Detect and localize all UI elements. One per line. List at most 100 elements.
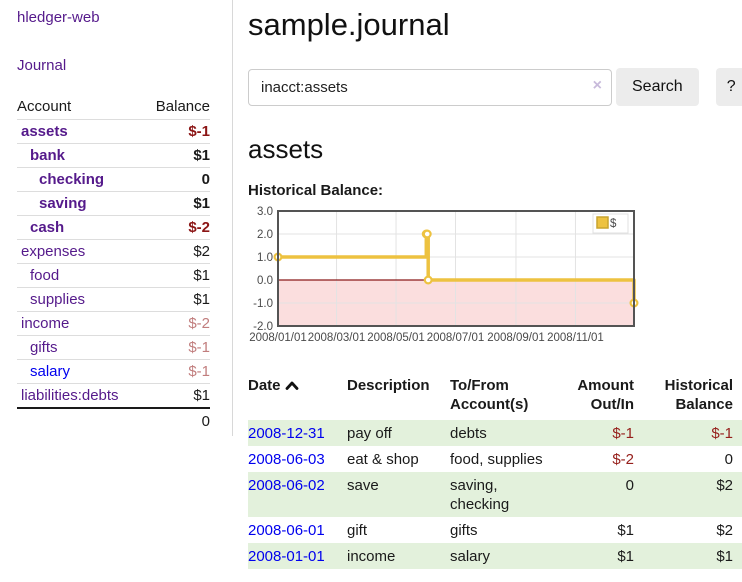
register-header-date[interactable]: Date [248,374,347,420]
search-button[interactable]: Search [616,68,699,106]
account-row: assets $-1 [17,119,210,144]
register-row: 2008-06-01 gift gifts $1 $2 [248,517,742,543]
svg-text:-1.0: -1.0 [253,298,273,310]
register-header-row: Date Description To/From Account(s) Amou… [248,374,742,420]
transaction-balance: $-1 [711,424,733,442]
account-row: checking 0 [17,167,210,192]
account-row: gifts $-1 [17,335,210,360]
svg-text:1.0: 1.0 [257,252,273,264]
register-header-description: Description [347,377,430,394]
register-header-accounts: To/From Account(s) [450,377,529,413]
clear-search-icon[interactable]: × [592,76,602,94]
account-link-liabilities-debts[interactable]: liabilities:debts [21,387,119,404]
app-title-link[interactable]: hledger-web [17,9,100,26]
search-input[interactable] [248,68,612,106]
register-header-balance: Historical Balance [664,377,733,413]
transaction-accounts: food, supplies [450,450,543,468]
account-balance: $-1 [142,359,210,384]
account-link-saving[interactable]: saving [39,195,87,212]
page-title: sample.journal [248,7,450,42]
transaction-amount: $-1 [612,424,634,442]
register-row: 2008-01-01 income salary $1 $1 [248,543,742,569]
sidebar-item-journal[interactable]: Journal [17,57,67,74]
hledger-web-app: hledger-web Journal Account Balance asse… [0,0,742,569]
transaction-accounts: debts [450,424,487,442]
help-button[interactable]: ? [715,68,742,106]
account-link-food[interactable]: food [30,267,60,284]
svg-text:0.0: 0.0 [257,275,273,287]
transaction-date-link[interactable]: 2008-06-01 [248,521,325,539]
svg-text:2008/05/01: 2008/05/01 [367,332,425,344]
account-balance: $-1 [142,119,210,144]
account-link-assets[interactable]: assets [21,123,68,140]
transaction-balance: $2 [716,476,733,494]
transaction-date-link[interactable]: 2008-12-31 [248,424,325,442]
account-link-bank[interactable]: bank [30,147,66,164]
account-link-gifts[interactable]: gifts [30,339,58,356]
transaction-balance: $1 [716,547,733,565]
search-bar: × Search ? [248,68,742,106]
account-link-cash[interactable]: cash [30,219,65,236]
transaction-description: eat & shop [347,450,419,468]
register-row: 2008-06-03 eat & shop food, supplies $-2… [248,446,742,472]
svg-text:$: $ [610,218,617,230]
svg-text:2008/07/01: 2008/07/01 [427,332,485,344]
account-balance: $1 [142,143,210,168]
account-balance: $1 [142,287,210,312]
sort-ascending-icon [285,376,299,395]
account-balance: $2 [142,239,210,264]
sidebar: hledger-web Journal Account Balance asse… [0,0,233,436]
transaction-accounts: salary [450,547,491,565]
transaction-description: save [347,476,379,494]
svg-text:2008/01/01: 2008/01/01 [249,332,307,344]
account-link-checking[interactable]: checking [39,171,105,188]
transaction-balance: 0 [724,450,733,468]
account-row: cash $-2 [17,215,210,240]
transaction-description: income [347,547,396,565]
account-row: income $-2 [17,311,210,336]
register-row: 2008-12-31 pay off debts $-1 $-1 [248,420,742,446]
svg-text:2.0: 2.0 [257,229,273,241]
accounts-header-balance: Balance [142,95,210,120]
register-row: 2008-06-02 save saving, checking 0 $2 [248,472,742,517]
svg-text:2008/03/01: 2008/03/01 [308,332,366,344]
svg-text:3.0: 3.0 [257,206,273,218]
svg-text:2008/09/01: 2008/09/01 [487,332,545,344]
accounts-total-value: 0 [142,407,210,434]
account-row: food $1 [17,263,210,288]
account-balance: $-2 [142,215,210,240]
account-link-expenses[interactable]: expenses [21,243,86,260]
account-link-salary[interactable]: salary [30,363,71,380]
app-title: hledger-web [17,9,226,26]
main-content: sample.journal × Search ? assets Histori… [233,0,742,569]
transaction-date-link[interactable]: 2008-06-03 [248,450,325,468]
register-header-amount: Amount Out/In [577,377,634,413]
account-link-income[interactable]: income [21,315,70,332]
chart-title: Historical Balance: [248,182,384,199]
transaction-date-link[interactable]: 2008-06-02 [248,476,325,494]
transaction-amount: $-2 [612,450,634,468]
account-row: bank $1 [17,143,210,168]
account-row: liabilities:debts $1 [17,384,210,409]
transaction-accounts: gifts [450,521,478,539]
register-table: Date Description To/From Account(s) Amou… [248,374,742,569]
account-balance: $1 [142,191,210,216]
account-balance: 0 [142,167,210,192]
svg-text:-2.0: -2.0 [253,321,273,333]
transaction-description: gift [347,521,368,539]
accounts-total-row: 0 [17,407,210,434]
account-heading: assets [248,134,324,164]
transaction-amount: 0 [625,476,634,494]
account-balance: $-1 [142,335,210,360]
accounts-header-account: Account [17,95,143,120]
transaction-accounts: saving, checking [450,476,510,513]
account-link-supplies[interactable]: supplies [30,291,86,308]
account-balance: $1 [142,263,210,288]
account-row: saving $1 [17,191,210,216]
transaction-balance: $2 [716,521,733,539]
account-row: expenses $2 [17,239,210,264]
transaction-description: pay off [347,424,392,442]
svg-text:2008/11/01: 2008/11/01 [547,332,604,344]
transaction-date-link[interactable]: 2008-01-01 [248,547,325,565]
